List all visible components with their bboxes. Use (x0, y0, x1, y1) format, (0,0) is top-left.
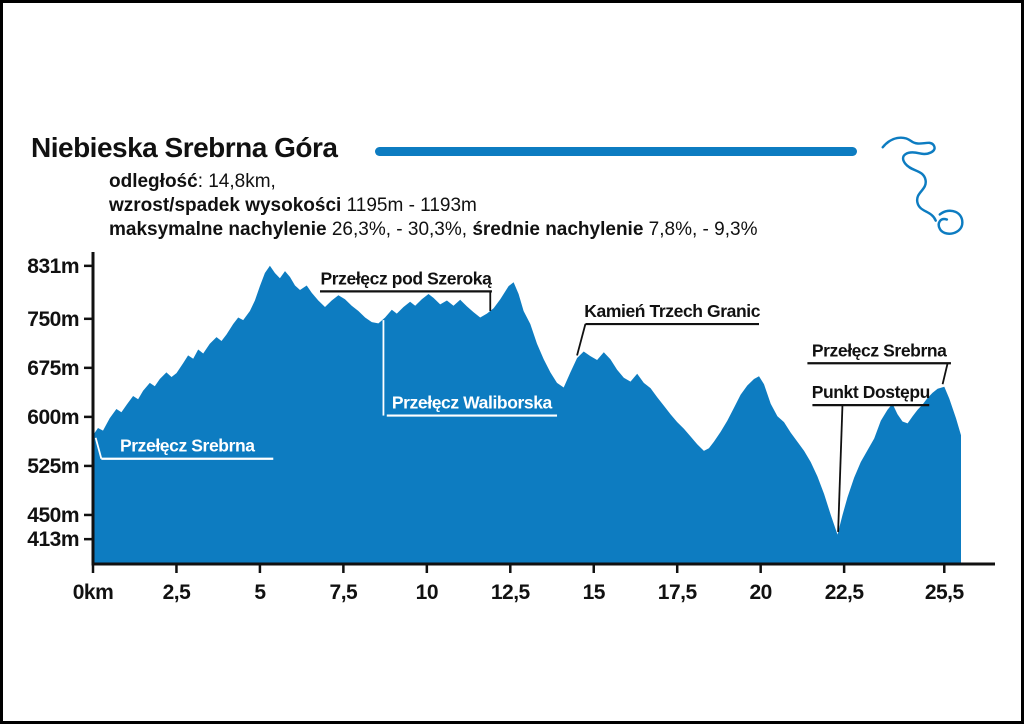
y-tick-label: 600m (27, 406, 79, 429)
annotation-label-kamien-trzech-granic: Kamień Trzech Granic (584, 301, 760, 321)
annotation-label-punkt-dostepu: Punkt Dostępu (812, 382, 930, 402)
annotation-label-przelecz-srebrna-start: Przełęcz Srebrna (120, 436, 255, 456)
x-tick-label: 25,5 (925, 581, 965, 604)
elevation-chart-container: 831m 750m 675m 600m 525m 450m 413m 0km 2,5 5 7,5 10… (21, 246, 1013, 613)
route-minimap-path (881, 136, 937, 222)
stat-max-gradient-value: 26,3%, - 30,3%, (326, 219, 473, 240)
trail-stats: odległość: 14,8km, wzrost/spadek wysokoś… (109, 170, 757, 242)
stat-distance-label: odległość (109, 171, 198, 192)
x-tick-label: 0km (73, 581, 114, 604)
stat-line-elevation: wzrost/spadek wysokości 1195m - 1193m (109, 194, 757, 218)
stat-max-gradient-label: maksymalne nachylenie (109, 219, 327, 240)
stat-line-distance: odległość: 14,8km, (109, 170, 757, 194)
x-tick-label: 22,5 (825, 581, 865, 604)
stat-line-gradient: maksymalne nachylenie 26,3%, - 30,3%, śr… (109, 218, 757, 242)
y-tick-label: 450m (27, 504, 79, 527)
y-tick-label: 750m (27, 308, 79, 331)
annotation-leader-przelecz-srebrna-start (94, 437, 103, 459)
annotation-label-przelecz-waliborska: Przełęcz Waliborska (392, 393, 553, 413)
annotation-leader-przelecz-srebrna-end (941, 363, 949, 385)
y-tick-label: 675m (27, 357, 79, 380)
x-tick-label: 12,5 (491, 581, 531, 604)
x-tick-label: 17,5 (658, 581, 698, 604)
x-tick-label: 15 (583, 581, 606, 604)
page-title: Niebieska Srebrna Góra (31, 132, 338, 163)
y-tick-label: 525m (27, 455, 79, 478)
annotation-leader-kamien-trzech-granic (576, 323, 587, 356)
stat-avg-gradient-value: 7,8%, - 9,3% (643, 219, 758, 240)
x-tick-label: 20 (749, 581, 771, 604)
x-tick-label: 5 (254, 581, 266, 604)
annotation-label-przelecz-srebrna-end: Przełęcz Srebrna (812, 340, 947, 360)
route-minimap-loop-path (937, 209, 964, 235)
title-rule (375, 147, 857, 156)
annotation-label-przelecz-pod-szeroka: Przełęcz pod Szeroką (320, 268, 492, 288)
y-tick-label: 831m (27, 255, 79, 278)
stat-avg-gradient-label: średnie nachylenie (472, 219, 644, 240)
y-tick-label: 413m (27, 528, 79, 551)
annotation-leader-punkt-dostepu (837, 405, 844, 532)
x-tick-label: 10 (416, 581, 438, 604)
stat-distance-value: : 14,8km, (197, 171, 276, 192)
route-minimap-icon (881, 136, 964, 235)
stat-elevation-label: wzrost/spadek wysokości (109, 195, 342, 216)
stat-elevation-value: 1195m - 1193m (341, 195, 477, 216)
x-tick-label: 7,5 (330, 581, 359, 604)
x-tick-label: 2,5 (163, 581, 192, 604)
